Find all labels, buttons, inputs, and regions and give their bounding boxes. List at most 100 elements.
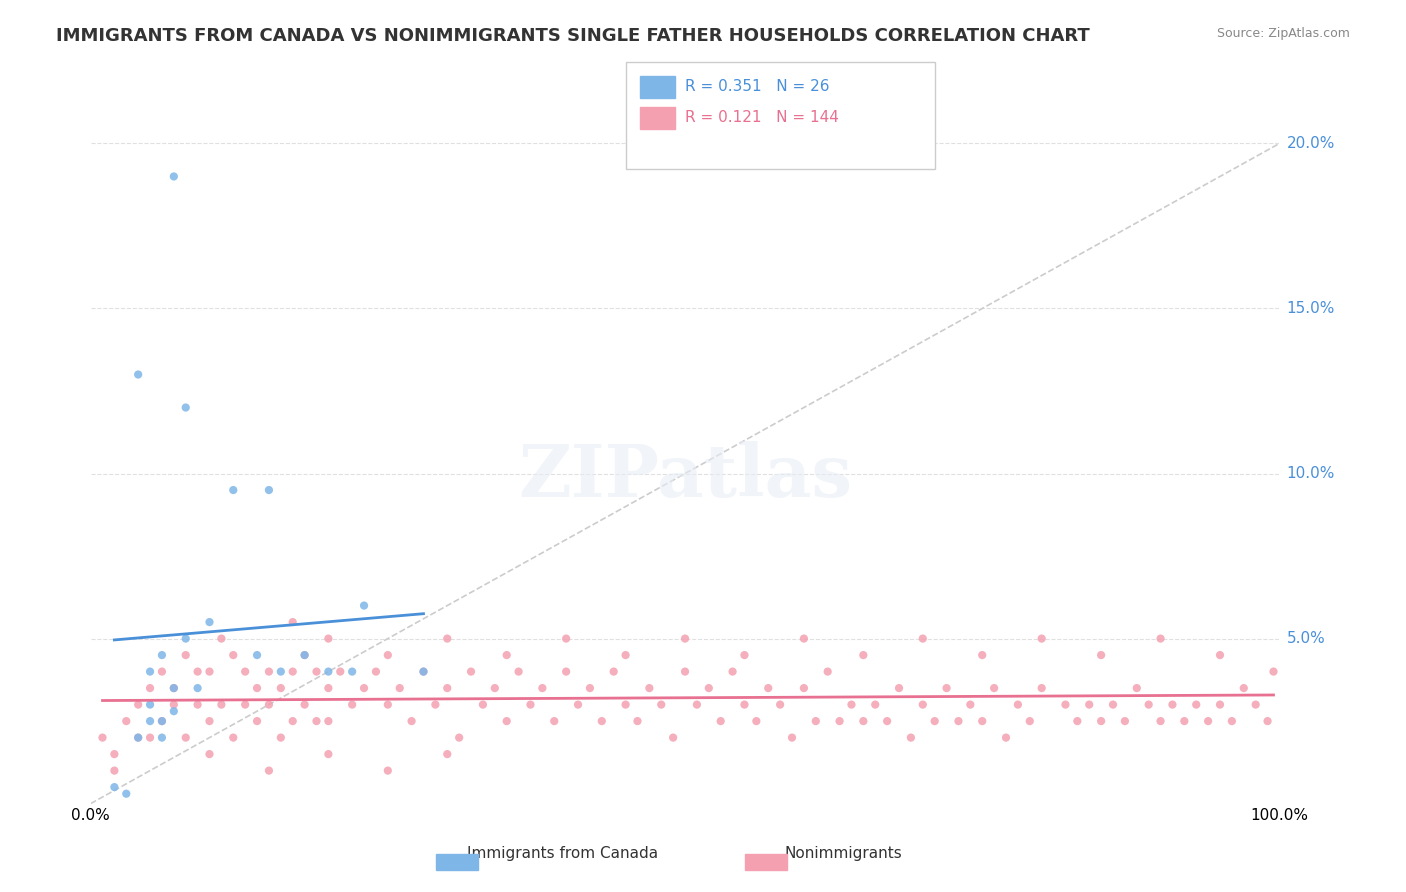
Point: [174, 632, 197, 646]
Point: [198, 665, 221, 679]
Point: [579, 681, 602, 695]
Point: [983, 681, 1005, 695]
Text: Immigrants from Canada: Immigrants from Canada: [467, 846, 658, 861]
Text: 15.0%: 15.0%: [1286, 301, 1334, 316]
Point: [91, 731, 114, 745]
Text: R = 0.351   N = 26: R = 0.351 N = 26: [685, 79, 830, 94]
Point: [733, 648, 755, 662]
Point: [436, 632, 458, 646]
Point: [733, 698, 755, 712]
Point: [198, 747, 221, 761]
Point: [614, 698, 637, 712]
Point: [911, 632, 934, 646]
Point: [150, 714, 173, 728]
Point: [150, 665, 173, 679]
Point: [972, 714, 994, 728]
Point: [567, 698, 589, 712]
Point: [281, 665, 304, 679]
Point: [257, 483, 280, 497]
Point: [721, 665, 744, 679]
Point: [828, 714, 851, 728]
Point: [959, 698, 981, 712]
Point: [1018, 714, 1040, 728]
Point: [1031, 632, 1053, 646]
Point: [270, 665, 292, 679]
Point: [1209, 698, 1232, 712]
Point: [305, 665, 328, 679]
Point: [1090, 648, 1112, 662]
Point: [543, 714, 565, 728]
Point: [769, 698, 792, 712]
Point: [163, 681, 186, 695]
Point: [294, 648, 316, 662]
Point: [1031, 681, 1053, 695]
Point: [174, 401, 197, 415]
Point: [150, 714, 173, 728]
Point: [602, 665, 624, 679]
Point: [673, 665, 696, 679]
Point: [1257, 714, 1279, 728]
Point: [103, 780, 125, 794]
Point: [115, 714, 138, 728]
Point: [127, 731, 149, 745]
Point: [318, 714, 340, 728]
Point: [115, 787, 138, 801]
Point: [793, 681, 815, 695]
Point: [495, 648, 517, 662]
Text: 20.0%: 20.0%: [1286, 136, 1334, 151]
Point: [745, 714, 768, 728]
Point: [139, 681, 162, 695]
Point: [1126, 681, 1149, 695]
Point: [935, 681, 957, 695]
Point: [246, 681, 269, 695]
Point: [508, 665, 530, 679]
Point: [1149, 632, 1171, 646]
Point: [270, 681, 292, 695]
Point: [281, 615, 304, 629]
Point: [246, 648, 269, 662]
Point: [139, 665, 162, 679]
Point: [471, 698, 494, 712]
Point: [318, 632, 340, 646]
Point: [756, 681, 779, 695]
Point: [591, 714, 613, 728]
Point: [1173, 714, 1195, 728]
Point: [1209, 648, 1232, 662]
Point: [555, 632, 578, 646]
Point: [377, 698, 399, 712]
Point: [222, 731, 245, 745]
Point: [150, 648, 173, 662]
Point: [841, 698, 863, 712]
Point: [127, 698, 149, 712]
Point: [1220, 714, 1243, 728]
Point: [150, 731, 173, 745]
Point: [1244, 698, 1267, 712]
Point: [257, 698, 280, 712]
Point: [209, 632, 232, 646]
Point: [1102, 698, 1125, 712]
Point: [103, 747, 125, 761]
Point: [876, 714, 898, 728]
Text: 10.0%: 10.0%: [1286, 466, 1334, 481]
Point: [662, 731, 685, 745]
Point: [887, 681, 910, 695]
Point: [852, 714, 875, 728]
Point: [449, 731, 471, 745]
Point: [673, 632, 696, 646]
Text: Nonimmigrants: Nonimmigrants: [785, 846, 903, 861]
Point: [900, 731, 922, 745]
Point: [222, 648, 245, 662]
Point: [340, 698, 363, 712]
Point: [495, 714, 517, 728]
Point: [139, 698, 162, 712]
Point: [1197, 714, 1219, 728]
Text: R = 0.121   N = 144: R = 0.121 N = 144: [685, 111, 838, 125]
Point: [340, 665, 363, 679]
Point: [198, 714, 221, 728]
Point: [127, 731, 149, 745]
Point: [257, 665, 280, 679]
Point: [318, 681, 340, 695]
Point: [281, 714, 304, 728]
Point: [686, 698, 709, 712]
Point: [222, 483, 245, 497]
